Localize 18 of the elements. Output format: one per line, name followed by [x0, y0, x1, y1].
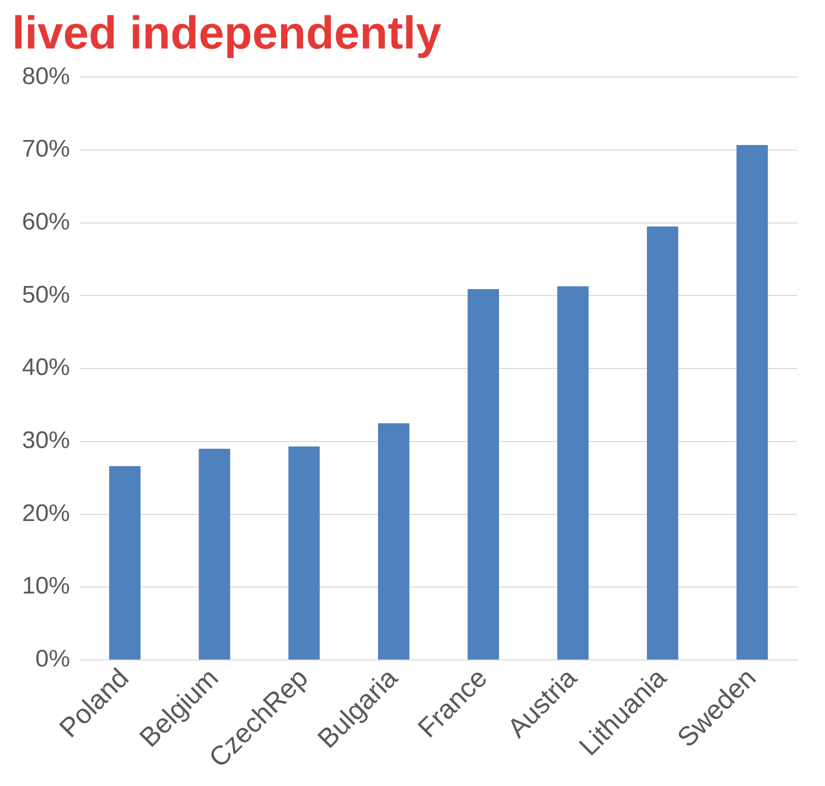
y-tick-label: 40%: [22, 354, 70, 382]
bar: [109, 466, 141, 660]
y-tick-label: 0%: [35, 646, 70, 673]
bar: [557, 286, 589, 660]
y-tick-label: 30%: [22, 427, 70, 454]
chart-title: lived independently: [12, 6, 442, 58]
y-tick-label: 50%: [22, 281, 70, 308]
y-tick-label: 60%: [22, 208, 70, 236]
y-tick-label: 70%: [22, 136, 70, 163]
bar: [378, 423, 410, 660]
bar: [736, 144, 768, 660]
y-tick-label: 20%: [22, 500, 70, 527]
bar: [198, 448, 230, 660]
y-tick-label: 80%: [22, 62, 70, 90]
bar: [468, 289, 500, 660]
bar: [646, 226, 678, 660]
bar: [288, 446, 320, 660]
y-tick-label: 10%: [22, 572, 70, 600]
